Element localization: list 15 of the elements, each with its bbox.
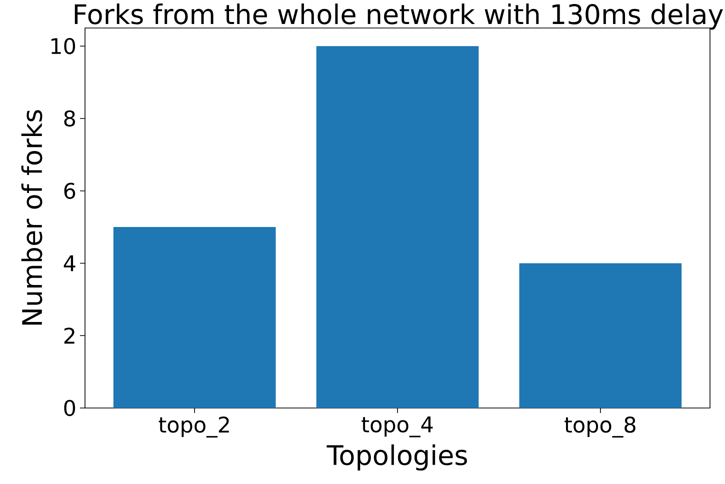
chart-title: Forks from the whole network with 130ms delay	[74, 4, 723, 30]
bar	[316, 46, 479, 408]
x-tick-label: topo_8	[564, 416, 636, 438]
x-axis-title: Topologies	[326, 444, 467, 471]
x-tick-label: topo_2	[158, 416, 229, 438]
bar	[519, 263, 682, 408]
y-tick-label: 10	[51, 38, 76, 54]
y-tick-label: 4	[64, 255, 76, 272]
x-tick-label: topo_4	[362, 416, 433, 438]
y-axis-title: Number of forks	[21, 110, 42, 325]
y-tick-label: 2	[64, 328, 74, 344]
y-tick-label: 8	[64, 110, 76, 127]
y-tick-label: 6	[64, 182, 76, 199]
y-tick-label: 0	[64, 400, 76, 416]
bar	[113, 227, 276, 408]
